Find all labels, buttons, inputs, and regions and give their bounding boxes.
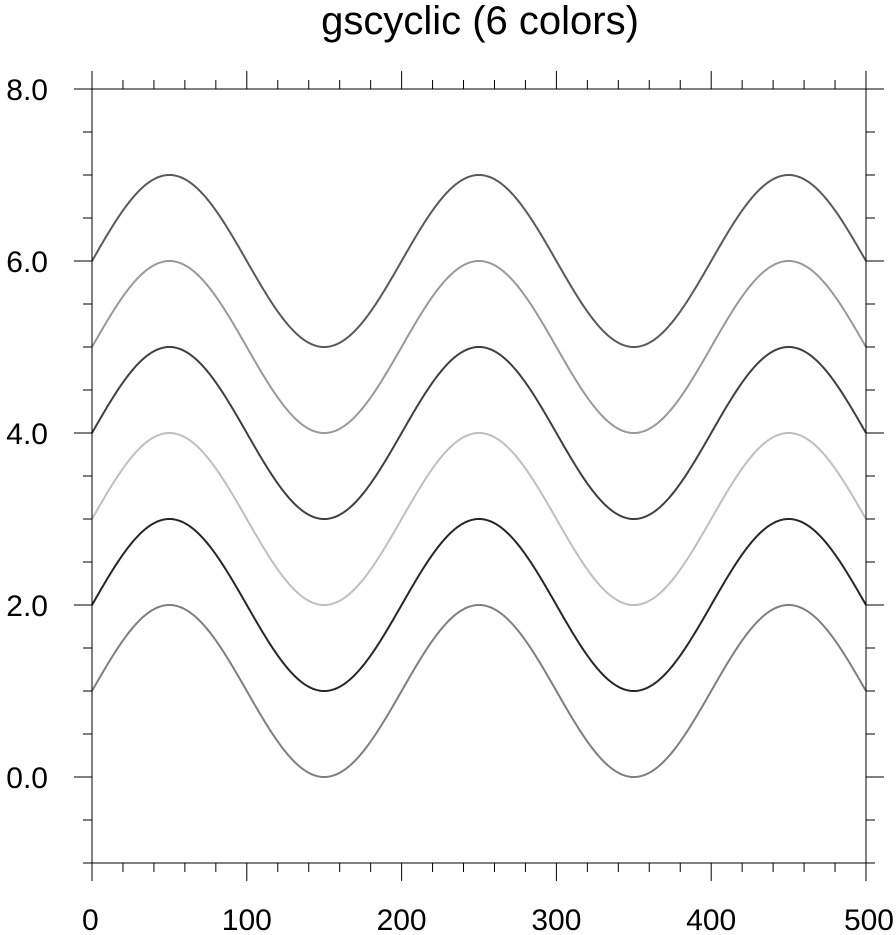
y-tick-label: 0.0 <box>6 762 48 795</box>
series-line-3 <box>91 431 867 607</box>
y-tick-label: 4.0 <box>6 418 48 451</box>
x-tick-label: 0 <box>82 904 99 935</box>
series-line-1 <box>91 603 867 779</box>
x-tick-label: 200 <box>377 904 427 935</box>
series-line-6 <box>91 173 867 349</box>
plot-frame <box>91 88 867 864</box>
axis-ticks <box>74 71 884 881</box>
y-tick-label: 2.0 <box>6 590 48 623</box>
series-line-5 <box>91 259 867 435</box>
x-tick-label: 300 <box>531 904 581 935</box>
series-line-4 <box>91 345 867 521</box>
y-tick-label: 8.0 <box>6 74 48 107</box>
x-tick-label: 400 <box>686 904 736 935</box>
series-line-2 <box>91 517 867 693</box>
x-tick-label: 500 <box>844 904 894 935</box>
tick-labels: 0 100 200 300 400 500 0.0 2.0 4.0 6.0 8.0 <box>6 74 894 935</box>
y-tick-label: 6.0 <box>6 246 48 279</box>
series-group <box>91 173 867 779</box>
x-tick-label: 100 <box>222 904 272 935</box>
chart-title: gscyclic (6 colors) <box>321 0 639 43</box>
